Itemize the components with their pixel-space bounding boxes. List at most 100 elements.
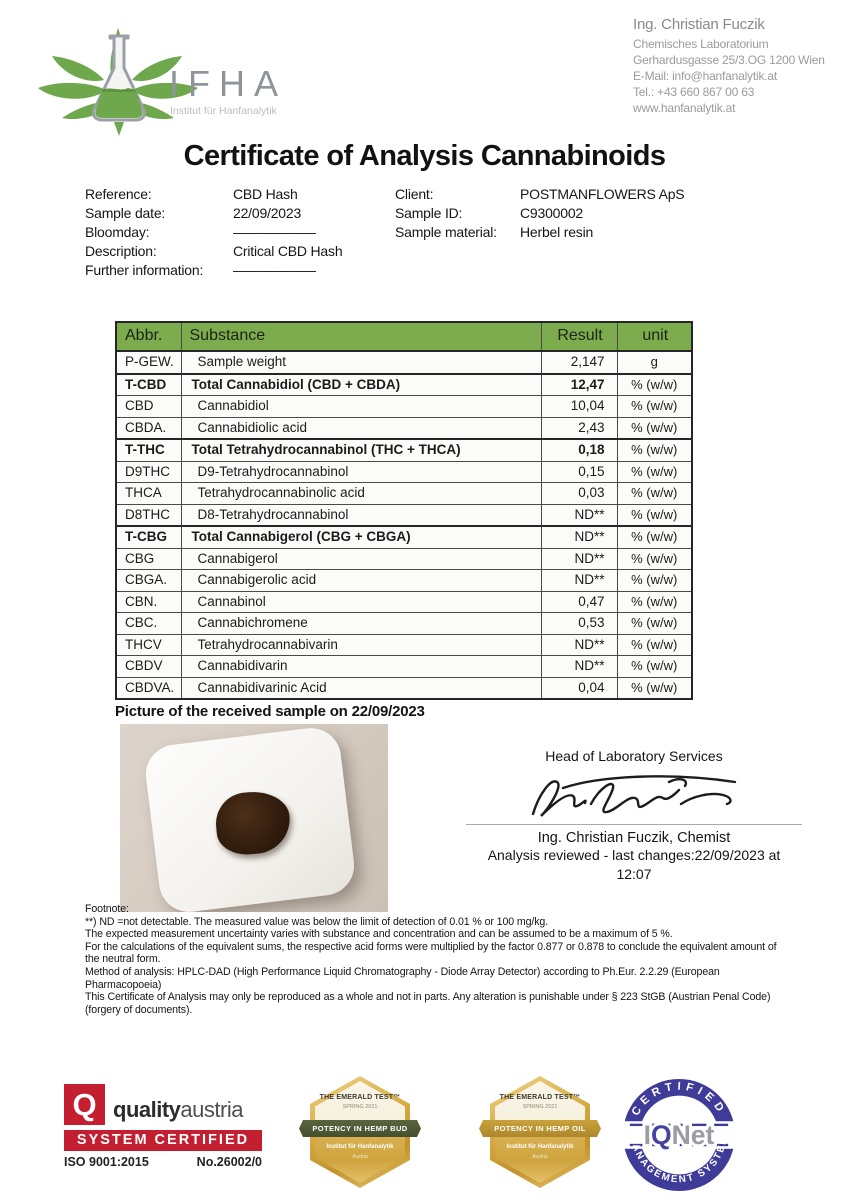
cell-substance: Tetrahydrocannabivarin <box>180 633 542 656</box>
table-row: T-CBG Total Cannabigerol (CBG + CBGA) ND**… <box>115 525 693 549</box>
cell-result: 2,147 <box>540 350 618 374</box>
table-row: CBC. Cannabichromene 0,53% (w/w) <box>115 612 693 635</box>
table-row: CBN. Cannabinol 0,47% (w/w) <box>115 590 693 613</box>
cell-abbr: T-THC <box>115 438 182 462</box>
emerald-country: Austria <box>532 1154 548 1160</box>
cell-unit: % (w/w) <box>616 482 693 505</box>
info-label: Sample material: <box>395 224 497 240</box>
cell-substance: D9-Tetrahydrocannabinol <box>180 460 542 483</box>
cell-unit: % (w/w) <box>616 547 693 570</box>
cell-unit: % (w/w) <box>616 590 693 613</box>
info-label: Client: <box>395 186 434 202</box>
cell-result: ND** <box>540 525 618 549</box>
cell-unit: % (w/w) <box>616 395 693 418</box>
footnote-line: Method of analysis: HPLC-DAD (High Perfo… <box>85 965 720 991</box>
info-value: CBD Hash <box>233 186 298 202</box>
quality-austria-brand: qualityaustria <box>113 1097 243 1125</box>
cell-substance: Cannabidiolic acid <box>180 416 542 440</box>
cell-abbr: D8THC <box>115 503 182 527</box>
system-certified-banner: SYSTEM CERTIFIED <box>64 1130 262 1151</box>
cell-unit: % (w/w) <box>616 438 693 462</box>
cell-substance: Total Cannabidiol (CBD + CBDA) <box>180 372 542 396</box>
info-label: Reference: <box>85 186 152 202</box>
cell-abbr: CBDVA. <box>115 676 182 700</box>
logo-tagline: Institut für Hanfanalytik <box>170 105 278 117</box>
logo-brand-text: IFHA <box>169 63 282 104</box>
cell-substance: Sample weight <box>180 350 542 374</box>
info-label: Description: <box>85 243 157 259</box>
cell-abbr: CBN. <box>115 590 182 613</box>
cell-substance: Cannabinol <box>180 590 542 613</box>
cell-result: 0,15 <box>540 460 618 483</box>
brand-bold: quality <box>113 1097 181 1122</box>
footnote-line: For the calculations of the equivalent s… <box>85 940 777 966</box>
table-header-row: Abbr. Substance Result unit <box>115 321 693 352</box>
cell-result: 0,47 <box>540 590 618 613</box>
cell-unit: % (w/w) <box>616 569 693 592</box>
table-row: CBDA. Cannabidiolic acid 2,43% (w/w) <box>115 416 693 440</box>
table-row: CBDV Cannabidivarin ND**% (w/w) <box>115 655 693 678</box>
cell-abbr: D9THC <box>115 460 182 483</box>
iqnet-net: Net <box>672 1120 715 1150</box>
iso-number: ISO 9001:2015 <box>64 1155 149 1169</box>
emerald-title: THE EMERALD TEST™ <box>499 1094 581 1101</box>
cell-substance: Cannabichromene <box>180 612 542 635</box>
info-value: C9300002 <box>520 205 584 221</box>
cell-substance: D8-Tetrahydrocannabinol <box>180 503 542 527</box>
table-row: CBG Cannabigerol ND**% (w/w) <box>115 547 693 570</box>
review-line-2: 12:07 <box>616 866 652 882</box>
cell-result: ND** <box>540 547 618 570</box>
info-value: —————— <box>233 262 316 278</box>
certification-badges: Q qualityaustria SYSTEM CERTIFIED ISO 90… <box>0 1072 849 1194</box>
cell-unit: % (w/w) <box>616 612 693 635</box>
cell-unit: % (w/w) <box>616 525 693 549</box>
results-section: Abbr. Substance Result unit P-GEW. Sample… <box>115 321 699 912</box>
emerald-org: Institut für Hanfanalytik <box>326 1144 394 1150</box>
table-row: CBD Cannabidiol 10,04% (w/w) <box>115 395 693 418</box>
cell-unit: % (w/w) <box>616 633 693 656</box>
cell-substance: Tetrahydrocannabinolic acid <box>180 482 542 505</box>
cell-substance: Cannabidivarinic Acid <box>180 676 542 700</box>
page-title: Certificate of Analysis Cannabinoids <box>183 140 666 172</box>
footnote-line: **) ND =not detectable. The measured val… <box>85 915 549 928</box>
cell-result: ND** <box>540 569 618 592</box>
cannabis-leaf-flask-icon: IFHA Institut für Hanfanalytik <box>38 28 282 136</box>
cell-result: ND** <box>540 655 618 678</box>
cell-result: 0,04 <box>540 676 618 700</box>
brand-light: austria <box>180 1097 243 1122</box>
iqnet-badge: CERTIFIED MANAGEMENT SYSTEM IQNet <box>620 1076 738 1194</box>
iqnet-q: Q <box>651 1120 672 1150</box>
iqnet-seal-icon: CERTIFIED MANAGEMENT SYSTEM IQNet <box>620 1078 738 1192</box>
cell-abbr: T-CBD <box>115 372 182 396</box>
cell-substance: Cannabigerol <box>180 547 542 570</box>
cell-abbr: P-GEW. <box>115 350 182 374</box>
cell-result: 2,43 <box>540 416 618 440</box>
cell-result: 0,53 <box>540 612 618 635</box>
cell-substance: Total Cannabigerol (CBG + CBGA) <box>180 525 542 549</box>
signature-block: Head of Laboratory Services Ing. Christi… <box>448 748 820 884</box>
contact-lines: Chemisches Laboratorium Gerhardusgasse 25… <box>633 36 833 116</box>
info-row: Description: Critical CBD Hash <box>85 243 343 262</box>
footnote-title: Footnote: <box>85 903 129 915</box>
footnote-line: This Certificate of Analysis may only be… <box>85 991 771 1016</box>
cell-substance: Cannabidiol <box>180 395 542 418</box>
info-row: Sample ID: C9300002 <box>395 205 684 224</box>
quality-austria-top: Q qualityaustria <box>64 1084 262 1125</box>
emerald-title: THE EMERALD TEST™ <box>319 1094 401 1101</box>
emerald-season: SPRING 2021 <box>522 1104 558 1110</box>
table-row: D9THC D9-Tetrahydrocannabinol 0,15% (w/w) <box>115 460 693 483</box>
info-value: Critical CBD Hash <box>233 243 343 259</box>
cell-abbr: THCV <box>115 633 182 656</box>
signature-role: Head of Laboratory Services <box>545 748 723 764</box>
emerald-ribbon: POTENCY IN HEMP OIL <box>479 1120 601 1137</box>
contact-line: Gerhardusgasse 25/3.OG 1200 Wien <box>633 53 825 67</box>
contact-block: Ing. Christian Fuczik Chemisches Laborat… <box>633 16 833 116</box>
cell-unit: g <box>616 350 693 374</box>
cell-abbr: THCA <box>115 482 182 505</box>
info-block-right: Client: POSTMANFLOWERS ApS Sample ID: C9300… <box>395 186 685 243</box>
review-line-1: Analysis reviewed - last changes:22/09/2… <box>487 847 781 863</box>
cell-result: 10,04 <box>540 395 618 418</box>
contact-line: Tel.: +43 660 867 00 63 <box>633 85 755 99</box>
sample-picture-caption: Picture of the received sample on 22/09/… <box>115 703 425 720</box>
